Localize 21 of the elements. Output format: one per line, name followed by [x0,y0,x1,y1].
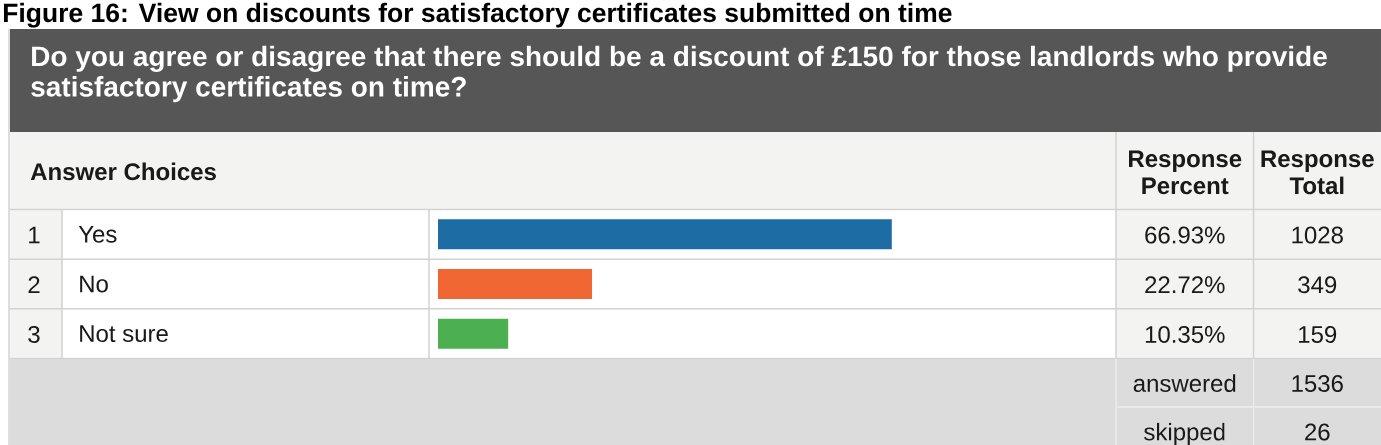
y-tick-label: Not sure [80,325,168,343]
y-tick-label: Yes [78,225,117,243]
data-label: 10.35% [1145,325,1225,343]
text: 1536 [1292,375,1343,392]
text: 1 [29,226,40,244]
text: 3 [28,325,40,343]
text: skipped [1144,422,1225,445]
x-axis-title: Response Percent [1129,150,1242,195]
y-axis-title: Answer Choices [30,162,216,181]
text: 159 [1299,325,1337,343]
text: 2 [28,276,40,294]
chart-title: Figure 16: View on discounts for satisfactory certificates submitted on time [3,2,952,28]
text: 349 [1298,276,1337,294]
text: Response Total [1261,150,1374,195]
data-label: 22.72% [1145,276,1225,294]
text: answered [1133,374,1236,392]
data-label: 66.93% [1145,226,1225,244]
text: 1028 [1292,226,1343,244]
y-tick-label: No [80,275,108,293]
chart-subtitle: Do you agree or disagree that there should be a discount of £150 for those landlords who provide satisfactory certificates on time? [31,45,1327,103]
text: 26 [1305,423,1330,441]
